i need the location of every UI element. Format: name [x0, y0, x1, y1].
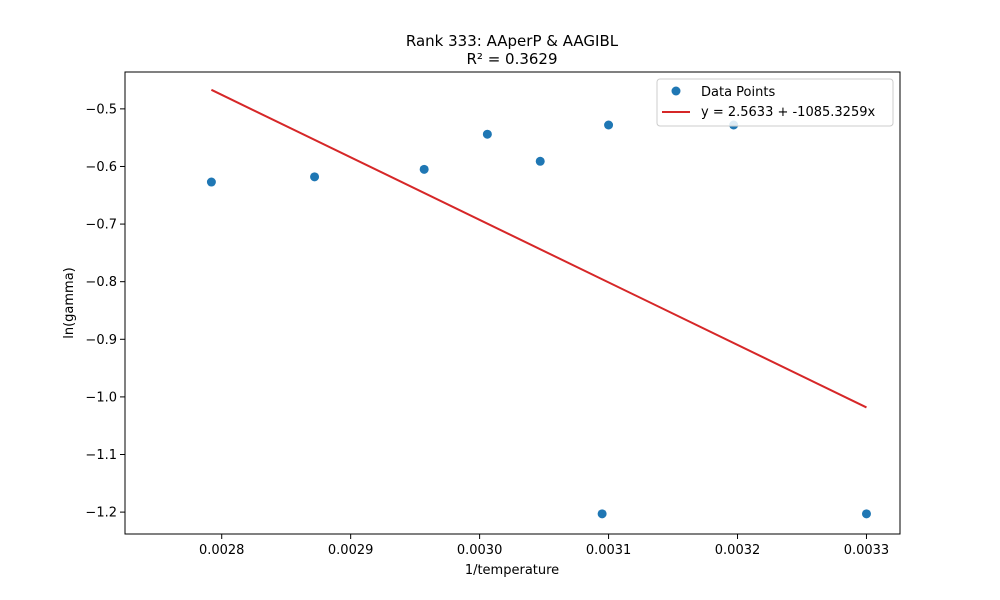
data-point [482, 129, 492, 139]
x-tick-label: 0.0028 [199, 543, 245, 558]
data-point [597, 509, 607, 519]
x-tick-label: 0.0032 [715, 543, 761, 558]
plot-frame [124, 71, 901, 535]
y-tick-label: −0.6 [85, 160, 117, 175]
y-tick-label: −1.1 [85, 448, 117, 463]
x-tick-label: 0.0030 [457, 543, 503, 558]
legend-label-data-points: Data Points [701, 85, 775, 100]
data-point [861, 509, 871, 519]
plot-marks [206, 88, 871, 519]
axis-ticks: 0.0028 0.0029 0.0030 0.0031 0.0032 0.0033 −1.2… [85, 102, 889, 558]
chart-title: Rank 333: AAperP & AAGIBL [406, 32, 619, 50]
y-tick-label: −0.5 [85, 102, 117, 117]
x-tick-label: 0.0033 [844, 543, 890, 558]
data-point [604, 120, 614, 130]
y-tick-label: −1.2 [85, 506, 117, 521]
x-tick-label: 0.0031 [586, 543, 632, 558]
data-point [310, 172, 320, 182]
x-axis-label: 1/temperature [465, 563, 559, 578]
legend-label-fit-line: y = 2.5633 + -1085.3259x [701, 105, 875, 120]
data-point [206, 177, 216, 187]
x-tick-label: 0.0029 [328, 543, 374, 558]
legend-marker-data-points [671, 86, 681, 96]
legend: Data Points y = 2.5633 + -1085.3259x [656, 78, 894, 127]
y-tick-label: −0.7 [85, 218, 117, 233]
y-tick-label: −0.9 [85, 333, 117, 348]
y-axis-label: ln(gamma) [62, 267, 77, 339]
fit-line [210, 88, 867, 409]
y-tick-label: −0.8 [85, 275, 117, 290]
y-tick-label: −1.0 [85, 390, 117, 405]
data-point [535, 156, 545, 166]
legend-box [656, 78, 894, 127]
data-point [419, 164, 429, 174]
chart-subtitle: R² = 0.3629 [466, 50, 557, 68]
